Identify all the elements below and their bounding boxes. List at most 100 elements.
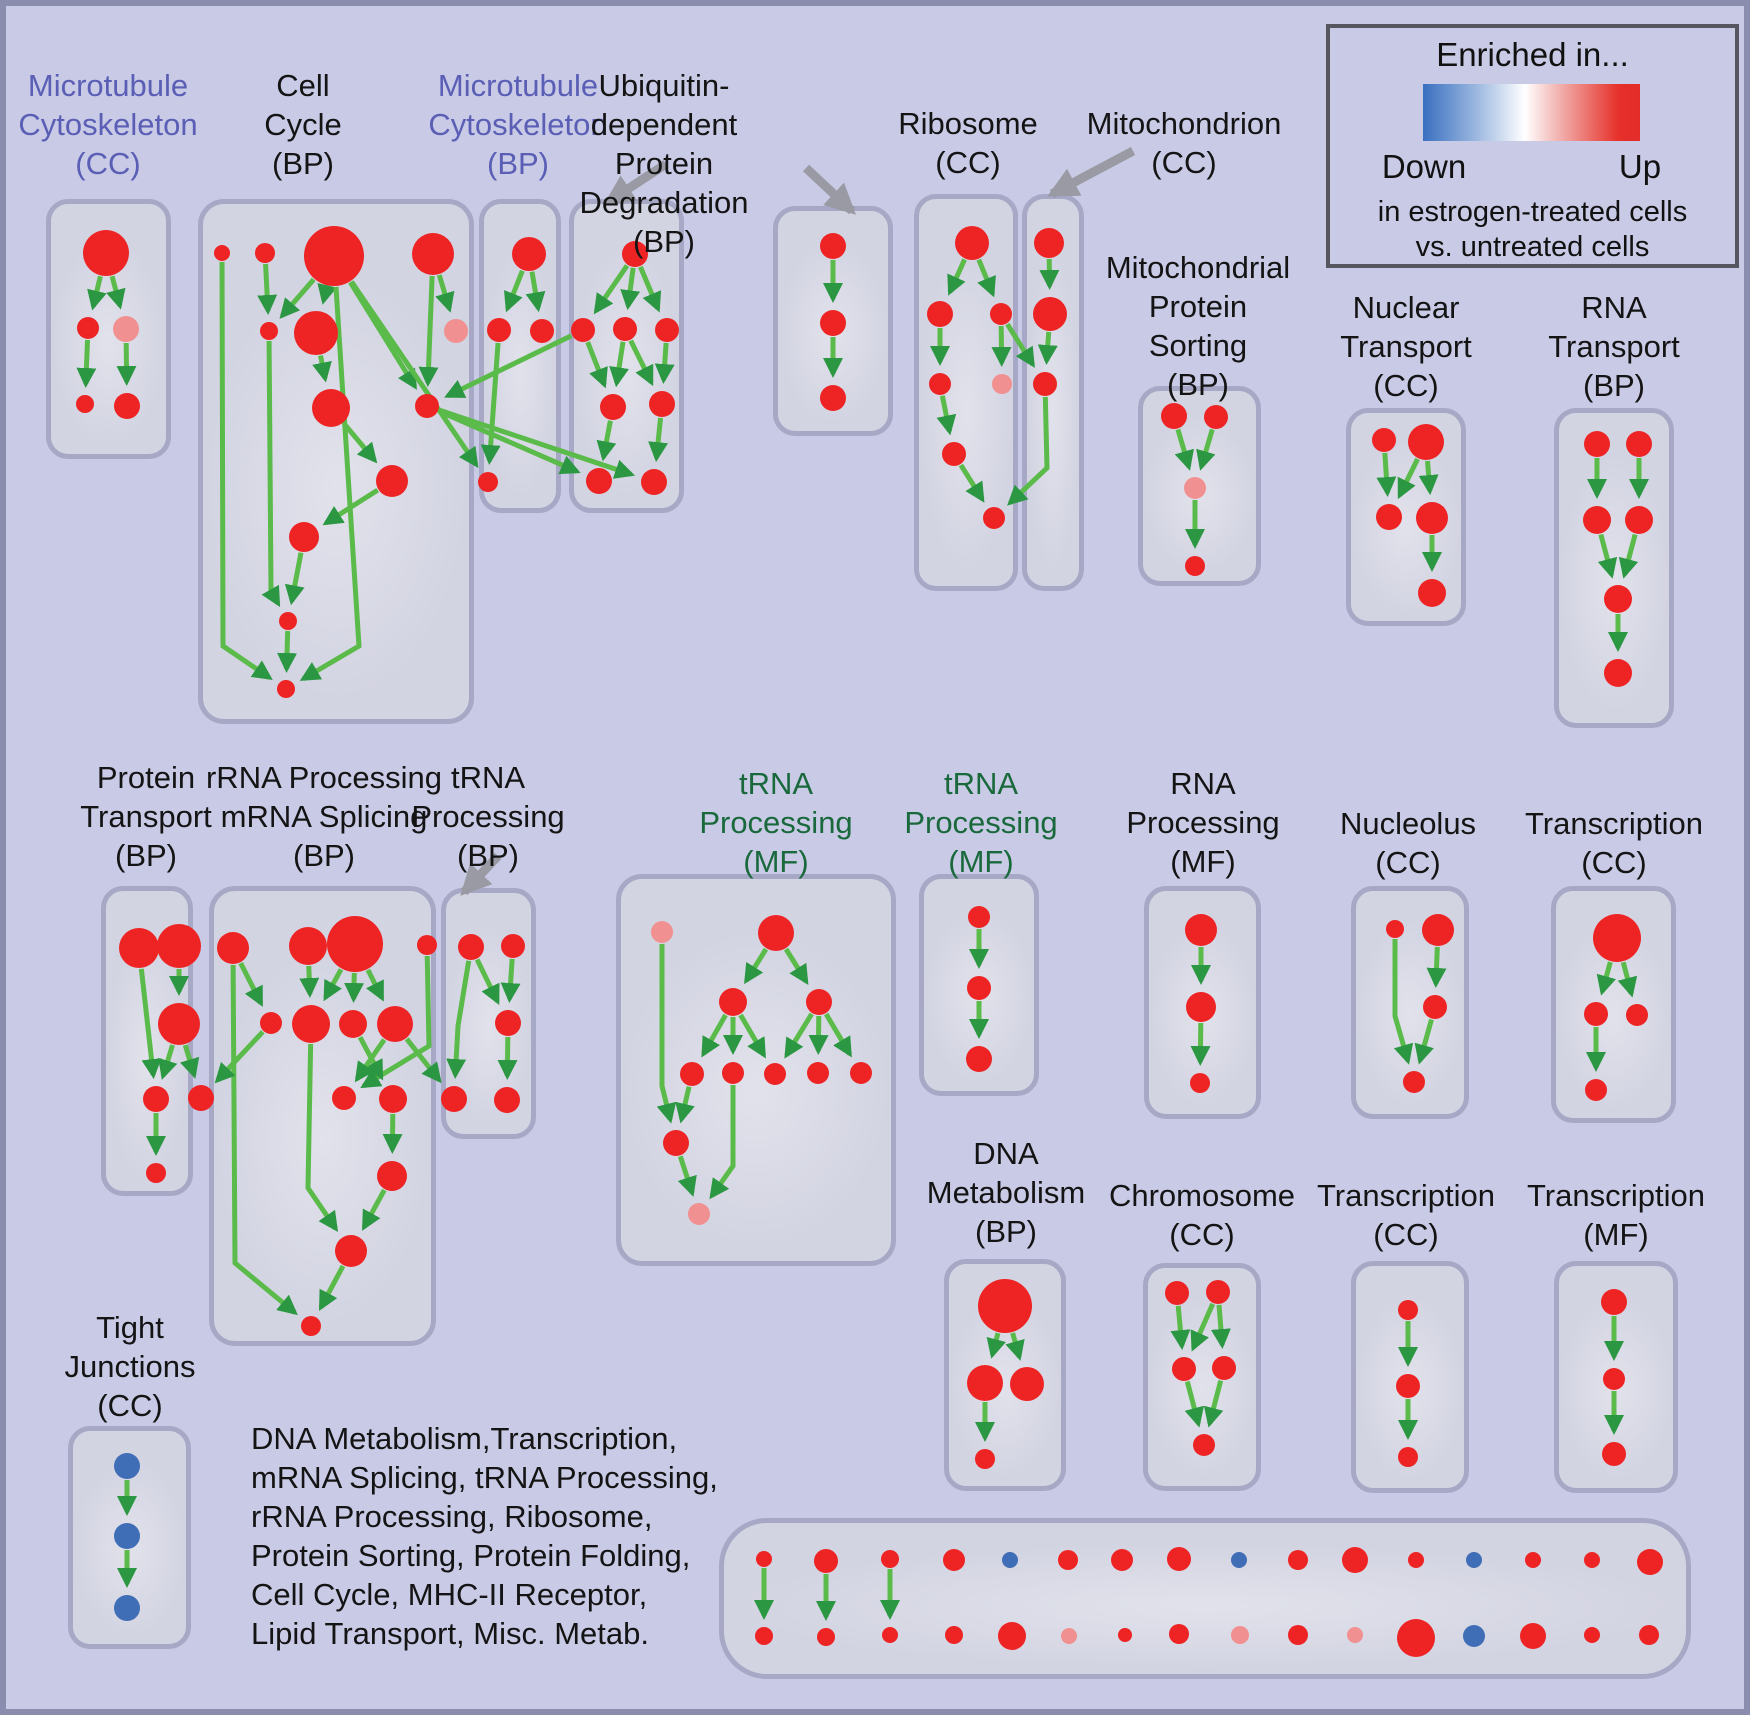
edge-u2-um1	[609, 341, 629, 388]
node-q7b	[1118, 1628, 1132, 1642]
node-rp1	[1185, 914, 1217, 946]
node-pt2	[157, 924, 201, 968]
node-t4	[806, 989, 832, 1015]
node-ms3	[1184, 477, 1206, 499]
edge-rb3-rb5	[991, 325, 1012, 368]
node-t6	[722, 1062, 744, 1084]
edge-a4-hub	[418, 275, 439, 388]
cluster-label-microtubule-cc: Microtubule Cytoskeleton (CC)	[18, 68, 198, 181]
node-xc1	[1398, 1300, 1418, 1320]
cluster-label-trna-mf-small: tRNA Processing (MF)	[904, 766, 1058, 879]
edge-r3-r7	[344, 972, 365, 1004]
node-mbp2	[487, 318, 511, 342]
node-mt1	[1034, 228, 1064, 258]
cluster-label-dna-metabolism: DNA Metabolism (BP)	[926, 1136, 1086, 1249]
node-r1	[217, 932, 249, 964]
cluster-label-mitochondrion: Mitochondrion (CC)	[1086, 106, 1282, 180]
node-tj3	[114, 1595, 140, 1621]
legend-title: Enriched in...	[1436, 36, 1629, 73]
node-a1	[214, 245, 230, 261]
node-xm2	[1603, 1368, 1625, 1390]
node-p2	[820, 310, 846, 336]
edge-u1-hub	[444, 333, 573, 399]
node-q13b	[1463, 1625, 1485, 1647]
edge-r2-r6	[299, 965, 320, 999]
edge-u0-u1	[593, 264, 630, 315]
edge-t4-t7	[784, 1012, 814, 1059]
cluster-label-trna-mf-large: tRNA Processing (MF)	[699, 766, 853, 879]
node-tb4	[441, 1086, 467, 1112]
node-b3	[444, 319, 468, 343]
edge-nc1-nc4	[1392, 939, 1414, 1065]
edge-mt3-rb7	[1007, 396, 1050, 506]
edge-r4-r9	[360, 955, 432, 1089]
edge-a3-mbp4	[349, 280, 479, 468]
node-pt4	[143, 1086, 169, 1112]
edge-nt2-nt4	[1418, 460, 1439, 496]
edge-r12-r13	[318, 1264, 346, 1311]
node-ch3	[1172, 1357, 1196, 1381]
edge-t6-t11	[709, 1085, 736, 1200]
edge-a2-b1	[257, 263, 278, 316]
edge-a3-b1	[279, 277, 316, 319]
edge-um2-ub2	[648, 417, 669, 463]
edge-hub-ub1	[437, 408, 581, 475]
node-r9	[332, 1086, 356, 1110]
edge-nt1-nt3	[1376, 452, 1397, 498]
node-q16t	[1637, 1549, 1663, 1575]
node-u0	[622, 241, 648, 267]
edge-tc1-tc2	[1596, 961, 1617, 996]
node-p3	[820, 385, 846, 411]
edge-r11-r12	[361, 1188, 387, 1231]
node-g1	[277, 680, 295, 698]
cluster-label-transcription-cc-mid: Transcription (CC)	[1524, 806, 1704, 880]
edge-d1-e1	[322, 488, 380, 526]
node-q2b	[817, 1628, 835, 1646]
cluster-label-cell-cycle: Cell Cycle (BP)	[264, 68, 342, 181]
edge-rb3-mt3	[1005, 322, 1035, 368]
node-q1b	[755, 1627, 773, 1645]
node-q15b	[1584, 1627, 1600, 1643]
node-mc5	[114, 393, 140, 419]
cluster-box-misc-pairs	[719, 1518, 1691, 1679]
edge-tb1-tb4	[446, 960, 472, 1080]
cluster-label-microtubule-bp: Microtubule Cytoskeleton (BP)	[428, 68, 608, 181]
node-t9	[850, 1062, 872, 1084]
edge-ch3-ch5	[1184, 1380, 1204, 1428]
node-q8t	[1167, 1547, 1191, 1571]
node-rp2	[1186, 992, 1216, 1022]
node-ms2	[1204, 405, 1228, 429]
edge-u0-u2	[620, 267, 641, 311]
node-ms4	[1185, 556, 1205, 576]
node-q5b	[998, 1622, 1026, 1650]
cluster-label-mito-protein-sorting: Mitochondrial Protein Sorting (BP)	[1105, 250, 1291, 402]
edge-dm1-dm3	[1005, 1332, 1025, 1361]
node-t11	[688, 1203, 710, 1225]
node-mc4	[76, 395, 94, 413]
edge-mbp1-mbp3	[525, 271, 546, 313]
legend-up-label: Up	[1618, 148, 1662, 185]
node-r4	[417, 935, 437, 955]
node-rb3	[990, 303, 1012, 325]
edge-t1-t10	[656, 944, 677, 1124]
node-rp3	[1190, 1073, 1210, 1093]
edge-t2-t3	[744, 947, 769, 985]
edge-pt3-pt5	[180, 1044, 200, 1079]
cluster-label-trna-bp: tRNA Processing (BP)	[411, 760, 565, 873]
legend-subtitle-line1: in estrogen-treated cells	[1377, 196, 1688, 228]
mitochondrion-arrow	[1047, 147, 1136, 198]
legend-gradient-bar	[1423, 84, 1640, 141]
node-dm1	[978, 1279, 1032, 1333]
node-r11	[377, 1161, 407, 1191]
misc-categories-text: DNA Metabolism,Transcription, mRNA Splic…	[251, 1421, 718, 1651]
cluster-label-transcription-mf: Transcription (MF)	[1526, 1178, 1706, 1252]
cluster-label-rna-transport: RNA Transport (BP)	[1548, 290, 1680, 403]
node-a3	[304, 226, 364, 286]
node-ra4	[1625, 506, 1653, 534]
edge-hub-ub2	[438, 407, 636, 479]
node-nt2	[1408, 424, 1444, 460]
edge-nc2-nc3	[1426, 946, 1447, 989]
node-pt5	[188, 1085, 214, 1111]
node-tb1	[458, 934, 484, 960]
node-q9b	[1231, 1626, 1249, 1644]
